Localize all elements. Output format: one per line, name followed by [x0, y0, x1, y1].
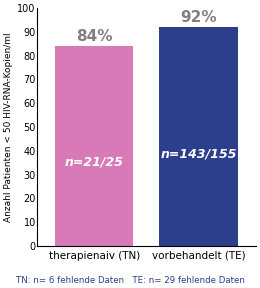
Text: 92%: 92%: [180, 10, 217, 25]
Y-axis label: Anzahl Patienten < 50 HIV-RNA-Kopien/ml: Anzahl Patienten < 50 HIV-RNA-Kopien/ml: [4, 32, 13, 222]
Bar: [159, 27, 238, 246]
Text: n=21/25: n=21/25: [65, 156, 124, 168]
Bar: [55, 46, 133, 246]
Text: 84%: 84%: [76, 29, 113, 44]
Text: TN: n= 6 fehlende Daten   TE: n= 29 fehlende Daten: TN: n= 6 fehlende Daten TE: n= 29 fehlen…: [16, 276, 244, 285]
Text: n=143/155: n=143/155: [160, 147, 237, 160]
